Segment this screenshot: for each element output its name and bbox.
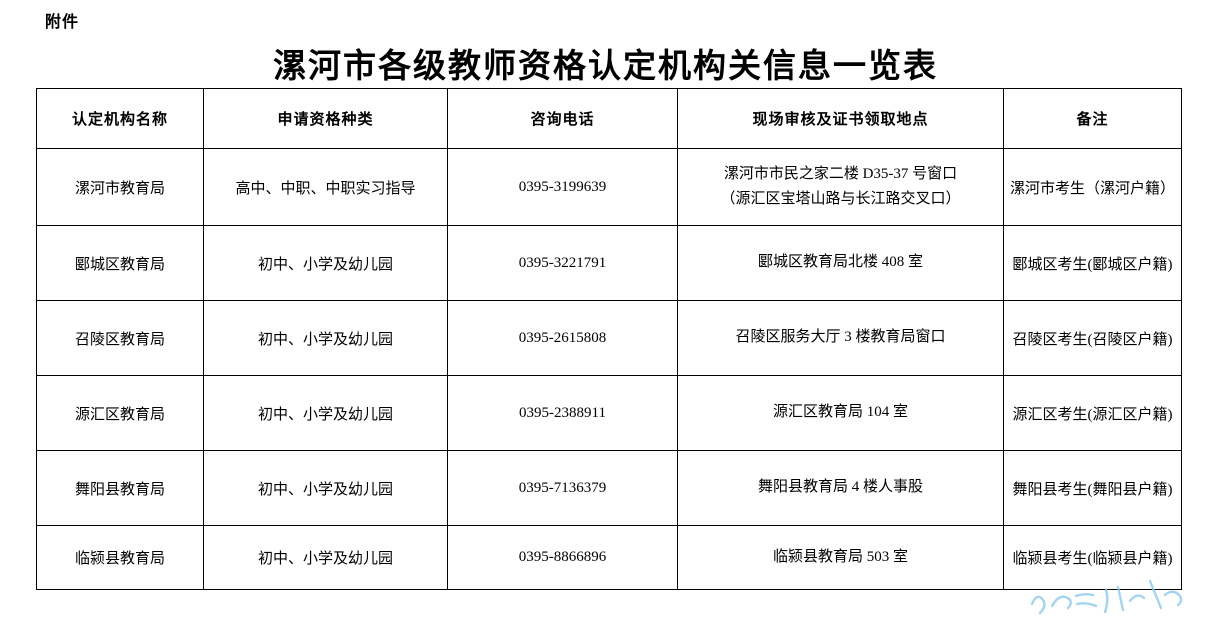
cell-types: 初中、小学及幼儿园 bbox=[203, 525, 448, 590]
cell-org: 舞阳县教育局 bbox=[36, 450, 204, 526]
cell-types: 初中、小学及幼儿园 bbox=[203, 225, 448, 301]
table-row: 舞阳县教育局 初中、小学及幼儿园 0395-7136379 舞阳县教育局 4 楼… bbox=[36, 450, 1182, 526]
location-line-1: 漯河市市民之家二楼 D35-37 号窗口 bbox=[723, 165, 958, 182]
location-line-1: 临颍县教育局 503 室 bbox=[772, 548, 908, 565]
attachment-label: 附件 bbox=[45, 14, 80, 31]
cell-phone: 0395-8866896 bbox=[447, 525, 678, 590]
cell-location: 郾城区教育局北楼 408 室 bbox=[677, 225, 1004, 301]
cell-location: 源汇区教育局 104 室 bbox=[677, 375, 1004, 451]
table-header-row: 认定机构名称 申请资格种类 咨询电话 现场审核及证书领取地点 备注 bbox=[36, 88, 1182, 149]
cell-note: 舞阳县考生(舞阳县户籍) bbox=[1003, 450, 1182, 526]
location-line-1: 郾城区教育局北楼 408 室 bbox=[757, 254, 923, 271]
location-line-1: 召陵区服务大厅 3 楼教育局窗口 bbox=[735, 329, 946, 346]
cell-types: 初中、小学及幼儿园 bbox=[203, 375, 448, 451]
cell-phone: 0395-2388911 bbox=[447, 375, 678, 451]
cell-note: 漯河市考生（漯河户籍） bbox=[1003, 148, 1182, 226]
cell-note: 召陵区考生(召陵区户籍) bbox=[1003, 300, 1182, 376]
table-row: 漯河市教育局 高中、中职、中职实习指导 0395-3199639 漯河市市民之家… bbox=[36, 148, 1182, 226]
cell-types: 高中、中职、中职实习指导 bbox=[203, 148, 448, 226]
cell-location: 舞阳县教育局 4 楼人事股 bbox=[677, 450, 1004, 526]
cell-org: 漯河市教育局 bbox=[36, 148, 204, 226]
cell-types: 初中、小学及幼儿园 bbox=[203, 450, 448, 526]
column-header-phone: 咨询电话 bbox=[447, 88, 678, 149]
column-header-note: 备注 bbox=[1003, 88, 1182, 149]
cell-phone: 0395-3221791 bbox=[447, 225, 678, 301]
cell-org: 源汇区教育局 bbox=[36, 375, 204, 451]
table-row: 郾城区教育局 初中、小学及幼儿园 0395-3221791 郾城区教育局北楼 4… bbox=[36, 225, 1182, 301]
cell-phone: 0395-2615808 bbox=[447, 300, 678, 376]
location-line-1: 源汇区教育局 104 室 bbox=[772, 404, 908, 421]
cell-org: 郾城区教育局 bbox=[36, 225, 204, 301]
table-row: 临颍县教育局 初中、小学及幼儿园 0395-8866896 临颍县教育局 503… bbox=[36, 525, 1182, 590]
cell-note: 郾城区考生(郾城区户籍) bbox=[1003, 225, 1182, 301]
column-header-types: 申请资格种类 bbox=[203, 88, 448, 149]
cell-org: 临颍县教育局 bbox=[36, 525, 204, 590]
cell-location: 召陵区服务大厅 3 楼教育局窗口 bbox=[677, 300, 1004, 376]
cell-note: 临颍县考生(临颍县户籍) bbox=[1003, 525, 1182, 590]
location-line-2: （源汇区宝塔山路与长江路交叉口） bbox=[720, 191, 961, 207]
cell-types: 初中、小学及幼儿园 bbox=[203, 300, 448, 376]
cell-note: 源汇区考生(源汇区户籍) bbox=[1003, 375, 1182, 451]
institutions-table: 认定机构名称 申请资格种类 咨询电话 现场审核及证书领取地点 备注 漯河市教育局… bbox=[36, 88, 1182, 590]
location-line-1: 舞阳县教育局 4 楼人事股 bbox=[757, 479, 923, 496]
cell-location: 临颍县教育局 503 室 bbox=[677, 525, 1004, 590]
page-title: 漯河市各级教师资格认定机构关信息一览表 bbox=[273, 47, 938, 84]
cell-phone: 0395-7136379 bbox=[447, 450, 678, 526]
table-row: 召陵区教育局 初中、小学及幼儿园 0395-2615808 召陵区服务大厅 3 … bbox=[36, 300, 1182, 376]
cell-location: 漯河市市民之家二楼 D35-37 号窗口 （源汇区宝塔山路与长江路交叉口） bbox=[677, 148, 1004, 226]
table-row: 源汇区教育局 初中、小学及幼儿园 0395-2388911 源汇区教育局 104… bbox=[36, 375, 1182, 451]
column-header-org: 认定机构名称 bbox=[36, 88, 204, 149]
cell-phone: 0395-3199639 bbox=[447, 148, 678, 226]
column-header-location: 现场审核及证书领取地点 bbox=[677, 88, 1004, 149]
cell-org: 召陵区教育局 bbox=[36, 300, 204, 376]
